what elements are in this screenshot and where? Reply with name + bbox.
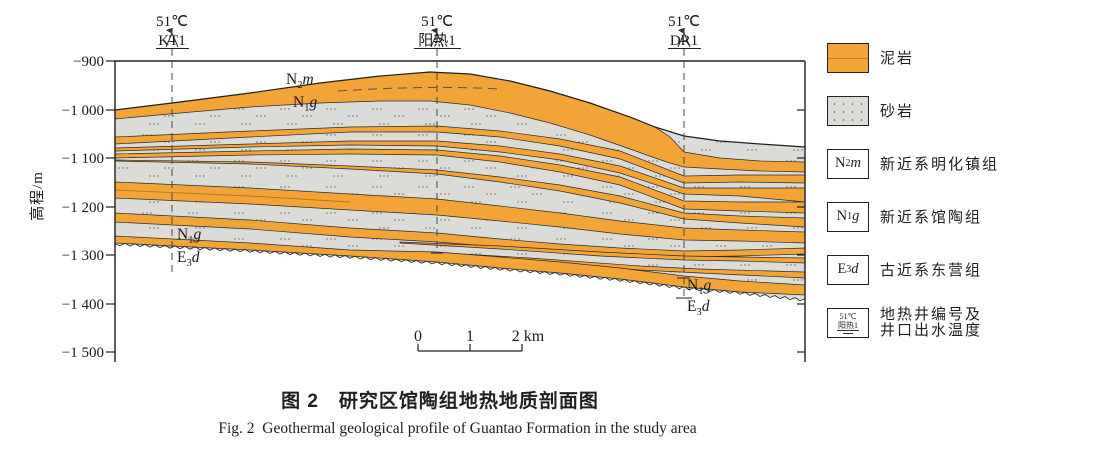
label-n2m: N2m xyxy=(286,71,314,91)
label-n1g-top: N1g xyxy=(293,94,317,114)
label-n1g-left: N1g xyxy=(177,226,201,246)
derrick-icon xyxy=(677,27,691,48)
code-suffix: g xyxy=(852,208,860,224)
code-sub: 1 xyxy=(847,211,853,222)
profile-canvas: −900 −1 000 −1 100 −1 200 −1 300 −1 400 … xyxy=(29,14,806,362)
unconformity-line xyxy=(114,242,806,302)
legend-item-mudstone: 泥岩 xyxy=(827,42,1097,73)
tick-label: −1 300 xyxy=(62,248,104,264)
caption-zh: 图 2 研究区馆陶组地热地质剖面图 xyxy=(281,391,599,412)
code-base: E xyxy=(837,261,847,277)
well-labels: 51℃ KT1 51℃ 阳热1 51℃ DR1 xyxy=(156,14,700,49)
well-name-kt1: KT1 xyxy=(158,33,186,49)
well-borehole-lines xyxy=(171,49,685,297)
well-temp-dr1: 51℃ xyxy=(668,14,700,30)
well-symbol-name: 阳热1 xyxy=(837,320,859,331)
label-e3d-left: E3d xyxy=(177,249,200,269)
top-surface-line xyxy=(114,71,806,148)
scale-label-2km: 2 km xyxy=(512,328,545,345)
well-symbol-icon: 51℃ 阳热1 xyxy=(828,309,868,337)
mudstone-layer xyxy=(115,212,805,258)
legend-label: 新近系馆陶组 xyxy=(880,210,983,226)
well-symbol-base-tick xyxy=(843,332,853,334)
n2m-n1g-boundary-dashed-line xyxy=(337,86,501,92)
tick-label: −1 400 xyxy=(62,297,104,313)
axis-frame xyxy=(114,60,806,362)
well-symbol-swatch: 51℃ 阳热1 xyxy=(827,307,869,338)
mudstone-swatch xyxy=(827,42,869,73)
tick-label: −1 000 xyxy=(62,103,104,119)
tick-label: −1 100 xyxy=(62,151,104,167)
well-name-dr1: DR1 xyxy=(670,33,698,49)
code-sub: 3 xyxy=(846,264,852,275)
legend-label-line1: 地热井编号及 xyxy=(880,306,983,323)
axis-ticks xyxy=(106,60,805,353)
well-name-yangre1: 阳热1 xyxy=(418,32,456,49)
mudstone-layers xyxy=(115,72,805,296)
code-suffix: d xyxy=(851,261,859,277)
well-symbol-temp: 51℃ xyxy=(839,311,857,321)
derrick-icon xyxy=(165,27,179,48)
mudstone-layer xyxy=(115,159,805,228)
mudstone-layer xyxy=(115,148,805,214)
y-axis-title: 高程/m xyxy=(29,171,46,221)
caption-en: Fig. 2 Geothermal geological profile of … xyxy=(218,420,697,437)
code-base: N xyxy=(836,208,848,224)
scale-label-1: 1 xyxy=(466,328,474,345)
label-e3d-right: E3d xyxy=(687,298,710,318)
mudstone-layer xyxy=(115,125,805,184)
label-n1g-right: N1g xyxy=(687,277,711,297)
legend-label: 砂岩 xyxy=(880,104,915,120)
code-sub: 2 xyxy=(845,158,851,169)
legend-label: 泥岩 xyxy=(880,51,915,67)
mudstone-layer xyxy=(115,181,805,244)
scale-label-0: 0 xyxy=(414,328,422,345)
legend-label: 古近系东营组 xyxy=(880,263,983,279)
sandstone-swatch xyxy=(827,95,869,126)
legend-label: 新近系明化镇组 xyxy=(880,157,1000,173)
legend-label-two-line: 地热井编号及 井口出水温度 xyxy=(880,307,982,339)
tick-label: −1 200 xyxy=(62,200,104,216)
mudstone-stringer xyxy=(399,241,805,264)
legend-item-sandstone: 砂岩 xyxy=(827,95,1097,126)
scale-bar: 0 1 2 km xyxy=(414,328,545,352)
well-temp-yangre1: 51℃ xyxy=(421,14,453,30)
legend-label-line2: 井口出水温度 xyxy=(880,322,983,339)
tick-label: −900 xyxy=(73,54,104,70)
well-depth-ticks xyxy=(431,252,692,299)
tick-label: −1 500 xyxy=(62,345,104,361)
mudstone-layer-basal xyxy=(115,235,805,296)
code-suffix: m xyxy=(850,155,861,171)
scale-bar-line xyxy=(417,344,523,352)
well-temp-kt1: 51℃ xyxy=(156,14,188,30)
well-derrick-icons xyxy=(156,27,701,49)
code-base: N xyxy=(835,155,846,171)
formation-labels: N2m N1g N1g E3d N1g E3d xyxy=(177,71,711,318)
mudstone-layer xyxy=(115,140,805,203)
derrick-icon xyxy=(430,27,444,48)
y-axis-tick-labels: −900 −1 000 −1 100 −1 200 −1 300 −1 400 … xyxy=(62,54,104,361)
legend-item-well: 51℃ 阳热1 地热井编号及 井口出水温度 xyxy=(827,307,1097,339)
bedding-line xyxy=(115,189,351,203)
